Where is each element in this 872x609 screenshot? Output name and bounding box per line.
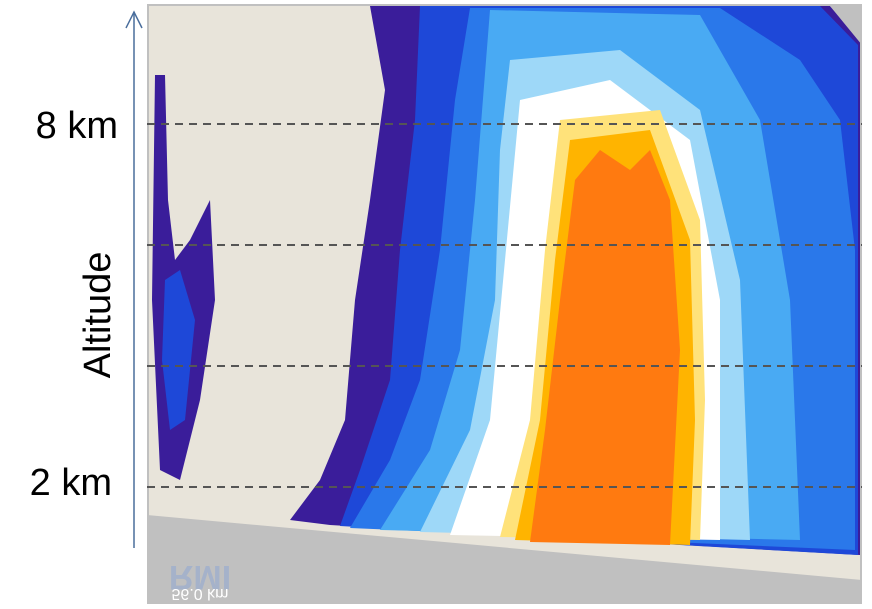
echo-orange [530, 150, 680, 545]
logo-watermark: RMI [169, 558, 231, 596]
altitude-label: 8 km [36, 105, 118, 147]
radar-image: RMI 56.0 km [147, 4, 862, 604]
axis-title: Altitude [77, 252, 119, 379]
altitude-label: 2 km [30, 462, 112, 504]
axis-arrow [125, 10, 143, 29]
no-data-corner [830, 6, 862, 45]
ground [147, 515, 862, 604]
echo-blue [162, 270, 195, 430]
altitude-grid [147, 123, 862, 488]
altitude-axis [125, 10, 143, 548]
distance-watermark: 56.0 km [172, 585, 229, 602]
